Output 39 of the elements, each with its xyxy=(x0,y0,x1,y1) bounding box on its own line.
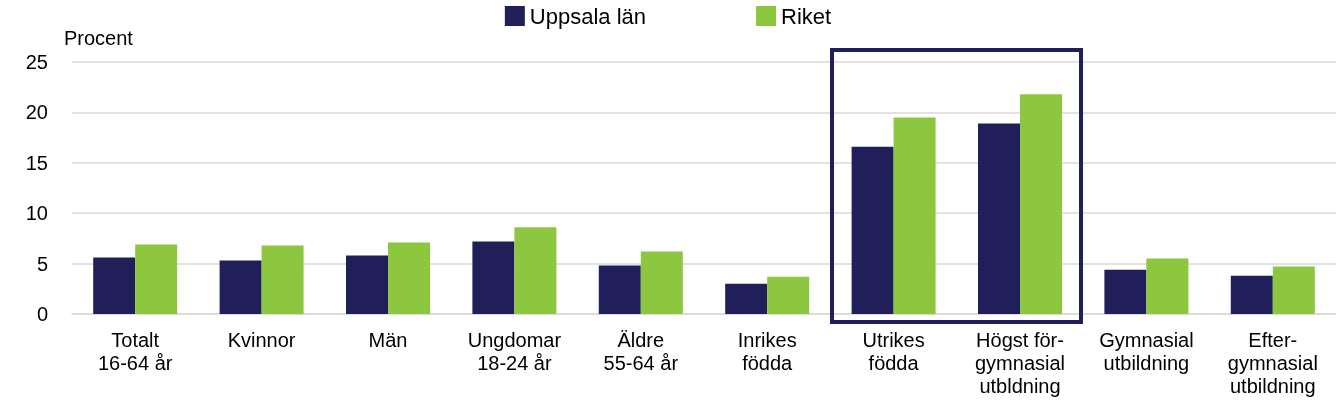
bar xyxy=(388,242,430,314)
bar xyxy=(1104,269,1147,314)
x-tick-label: Totalt 16-64 år xyxy=(97,328,173,374)
bar xyxy=(514,227,557,314)
bar xyxy=(1146,258,1189,314)
y-tick-label: 5 xyxy=(36,252,48,275)
x-tick-label: Gymnasial utbildning xyxy=(1099,328,1194,374)
y-tick-label: 25 xyxy=(25,51,48,73)
legend-label: Uppsala län xyxy=(529,3,647,29)
y-tick-label: 0 xyxy=(36,303,48,325)
bar xyxy=(93,257,136,314)
bar xyxy=(598,265,641,314)
bar xyxy=(725,283,768,314)
bar xyxy=(640,251,683,314)
x-tick-label: Högst för- gymnasial utbldning xyxy=(974,328,1066,397)
x-tick-label: Äldre 55-64 år xyxy=(603,328,679,374)
bar xyxy=(346,255,388,314)
x-tick-label: Ungdomar 18-24 år xyxy=(467,328,562,374)
bar xyxy=(978,123,1020,314)
y-tick-label: 10 xyxy=(25,202,48,225)
bar xyxy=(1272,266,1315,314)
y-tick-label: 15 xyxy=(25,151,48,174)
x-tick-label: Kvinnor xyxy=(227,328,296,351)
x-tick-label: Inrikes födda xyxy=(737,328,797,374)
bar xyxy=(135,244,178,314)
bar xyxy=(893,117,936,314)
bar xyxy=(851,146,894,314)
x-tick-label: Efter- gymnasial utbildning xyxy=(1227,328,1318,397)
bar xyxy=(219,260,262,314)
x-tick-label: Utrikes födda xyxy=(862,328,925,374)
bar xyxy=(261,245,304,314)
y-axis-title: Procent xyxy=(64,27,134,49)
x-tick-label: Män xyxy=(368,328,408,351)
bar xyxy=(1230,275,1273,314)
bar xyxy=(1020,94,1062,314)
bar xyxy=(767,276,810,314)
bar xyxy=(472,241,515,314)
legend-label: Riket xyxy=(781,3,832,29)
y-tick-label: 20 xyxy=(25,101,48,124)
